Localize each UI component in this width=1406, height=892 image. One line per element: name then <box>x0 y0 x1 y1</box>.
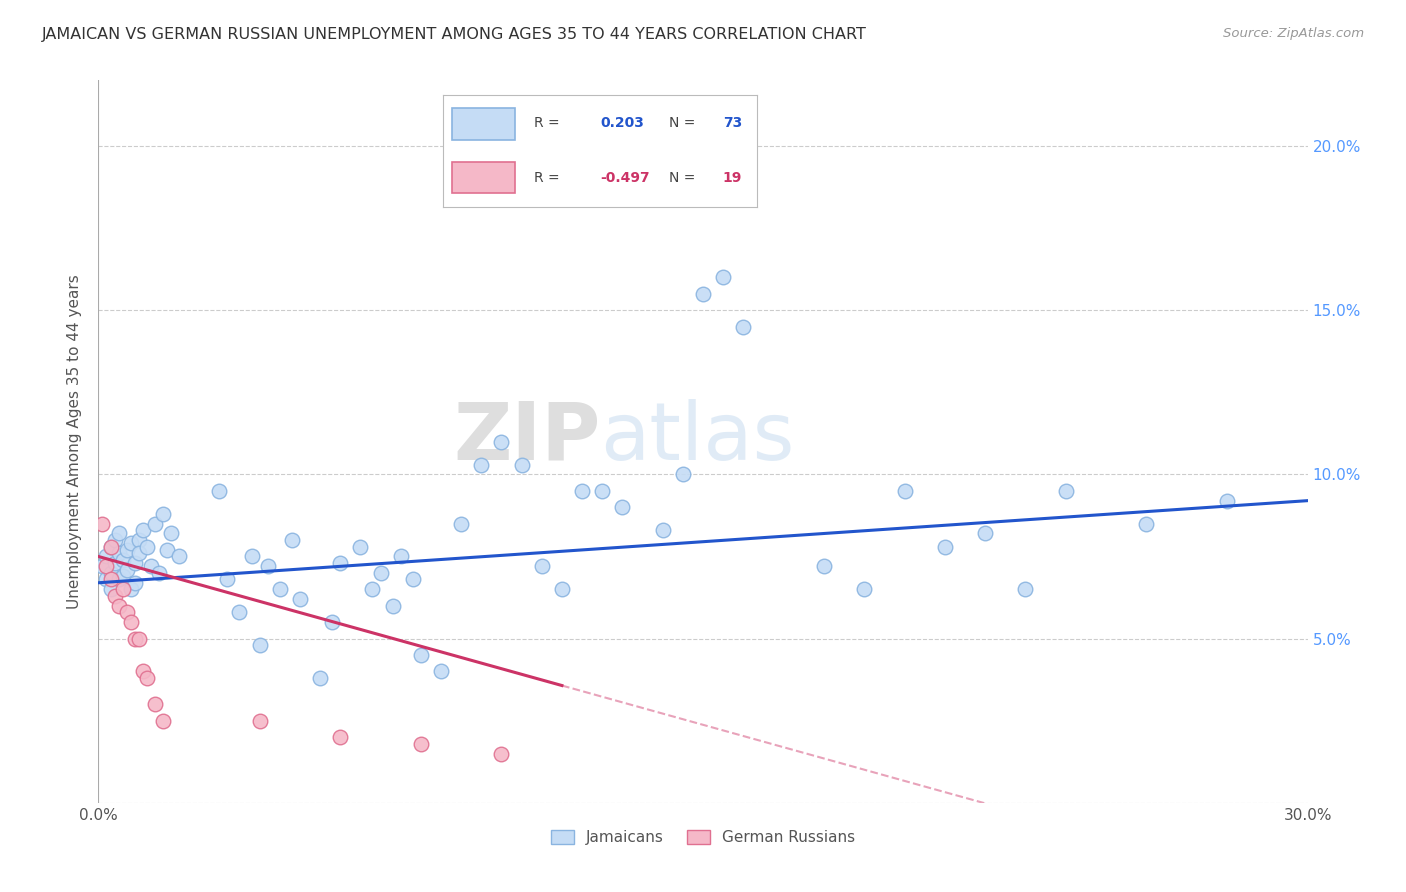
Point <box>124 575 146 590</box>
Point <box>111 553 134 567</box>
Point <box>1216 493 1239 508</box>
Point <box>269 582 291 597</box>
Point <box>103 556 125 570</box>
Point <box>100 566 122 580</box>
Point <box>853 582 876 597</box>
Point <box>124 632 146 646</box>
Y-axis label: Unemployment Among Ages 35 to 44 years: Unemployment Among Ages 35 to 44 years <box>67 274 83 609</box>
Point <box>309 671 332 685</box>
Point <box>430 665 453 679</box>
Point <box>249 714 271 728</box>
Point <box>733 319 755 334</box>
Point <box>208 483 231 498</box>
Point <box>530 559 553 574</box>
Point <box>139 559 162 574</box>
Point <box>288 592 311 607</box>
Text: atlas: atlas <box>600 399 794 477</box>
Point <box>103 533 125 547</box>
Point <box>148 566 170 580</box>
Point <box>128 632 150 646</box>
Point <box>135 540 157 554</box>
Point <box>100 573 122 587</box>
Point <box>107 599 129 613</box>
Point <box>124 556 146 570</box>
Legend: Jamaicans, German Russians: Jamaicans, German Russians <box>543 822 863 853</box>
Point <box>349 540 371 554</box>
Point <box>152 507 174 521</box>
Point <box>510 458 533 472</box>
Point <box>389 549 412 564</box>
Point <box>100 582 122 597</box>
Point <box>711 270 734 285</box>
Point <box>934 540 956 554</box>
Point <box>128 533 150 547</box>
Point <box>107 546 129 560</box>
Point <box>672 467 695 482</box>
Point <box>228 605 250 619</box>
Point <box>402 573 425 587</box>
Point <box>1014 582 1036 597</box>
Point <box>249 638 271 652</box>
Point <box>551 582 574 597</box>
Point <box>281 533 304 547</box>
Point <box>381 599 404 613</box>
Point <box>1135 516 1157 531</box>
Point <box>96 549 118 564</box>
Point <box>107 573 129 587</box>
Point <box>115 605 138 619</box>
Point <box>491 747 513 761</box>
Point <box>651 523 673 537</box>
Point <box>120 536 142 550</box>
Point <box>115 563 138 577</box>
Point <box>96 559 118 574</box>
Point <box>120 582 142 597</box>
Point <box>103 589 125 603</box>
Point <box>813 559 835 574</box>
Point <box>1054 483 1077 498</box>
Point <box>167 549 190 564</box>
Text: Source: ZipAtlas.com: Source: ZipAtlas.com <box>1223 27 1364 40</box>
Point <box>409 648 432 662</box>
Point <box>612 500 634 515</box>
Point <box>156 542 179 557</box>
Point <box>132 665 155 679</box>
Point <box>91 516 114 531</box>
Point <box>321 615 343 630</box>
Point <box>893 483 915 498</box>
Point <box>160 526 183 541</box>
Text: ZIP: ZIP <box>453 399 600 477</box>
Point <box>143 698 166 712</box>
Point <box>217 573 239 587</box>
Point <box>111 582 134 597</box>
Point <box>256 559 278 574</box>
Point <box>120 615 142 630</box>
Point <box>132 523 155 537</box>
Point <box>111 569 134 583</box>
Point <box>491 434 513 449</box>
Point <box>100 540 122 554</box>
Point <box>96 573 118 587</box>
Point <box>370 566 392 580</box>
Point <box>361 582 384 597</box>
Point <box>128 546 150 560</box>
Point <box>409 737 432 751</box>
Text: JAMAICAN VS GERMAN RUSSIAN UNEMPLOYMENT AMONG AGES 35 TO 44 YEARS CORRELATION CH: JAMAICAN VS GERMAN RUSSIAN UNEMPLOYMENT … <box>42 27 868 42</box>
Point <box>329 556 352 570</box>
Point <box>135 671 157 685</box>
Point <box>329 730 352 744</box>
Point <box>107 526 129 541</box>
Point <box>450 516 472 531</box>
Point <box>100 540 122 554</box>
Point <box>571 483 593 498</box>
Point <box>240 549 263 564</box>
Point <box>470 458 492 472</box>
Point <box>692 286 714 301</box>
Point <box>143 516 166 531</box>
Point <box>91 559 114 574</box>
Point <box>115 542 138 557</box>
Point <box>591 483 613 498</box>
Point <box>152 714 174 728</box>
Point <box>974 526 997 541</box>
